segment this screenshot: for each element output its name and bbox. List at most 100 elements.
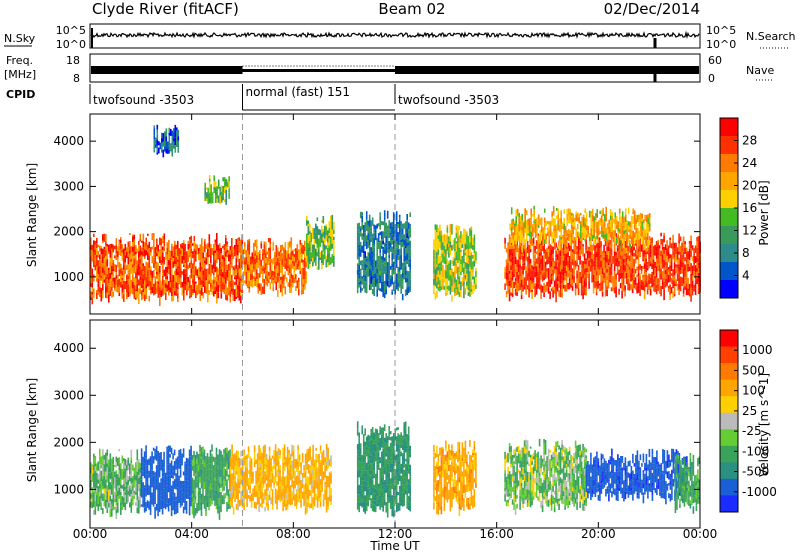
- echo-cell: [371, 288, 374, 295]
- echo-cell: [190, 483, 192, 490]
- echo-cell: [166, 485, 168, 490]
- echo-cell: [532, 237, 535, 244]
- echo-cell: [657, 283, 659, 291]
- echo-cell: [121, 475, 124, 480]
- echo-cell: [382, 249, 384, 254]
- echo-cell: [123, 458, 125, 462]
- echo-cell: [531, 214, 534, 217]
- echo-cell: [684, 257, 686, 262]
- echo-cell: [185, 510, 188, 514]
- echo-cell: [130, 449, 133, 458]
- echo-cell: [559, 279, 562, 285]
- echo-cell: [464, 288, 467, 291]
- echo-cell: [552, 236, 554, 243]
- echo-cell: [240, 261, 242, 270]
- echo-cell: [625, 253, 628, 258]
- echo-cell: [182, 492, 185, 496]
- echo-cell: [177, 271, 179, 276]
- echo-cell: [598, 237, 601, 240]
- echo-cell: [293, 266, 296, 273]
- echo-cell: [532, 248, 535, 253]
- echo-cell: [191, 482, 194, 490]
- echo-cell: [564, 249, 566, 254]
- echo-cell: [259, 250, 261, 254]
- echo-cell: [182, 471, 185, 476]
- echo-cell: [108, 270, 110, 277]
- echo-cell: [103, 471, 106, 476]
- echo-cell: [199, 251, 202, 255]
- echo-cell: [321, 238, 323, 243]
- echo-cell: [201, 279, 203, 285]
- echo-cell: [185, 484, 188, 489]
- echo-cell: [256, 279, 258, 283]
- echo-cell: [516, 231, 519, 240]
- echo-cell: [570, 215, 573, 218]
- echo-cell: [202, 459, 204, 464]
- echo-cell: [694, 289, 697, 296]
- echo-cell: [660, 232, 662, 237]
- echo-cell: [167, 503, 170, 512]
- echo-cell: [172, 471, 174, 476]
- echo-cell: [578, 232, 580, 237]
- echo-cell: [630, 252, 632, 256]
- echo-cell: [160, 495, 162, 500]
- echo-cell: [452, 243, 455, 246]
- echo-cell: [512, 221, 514, 225]
- echo-cell: [358, 282, 360, 285]
- echo-cell: [201, 284, 203, 288]
- echo-cell: [601, 285, 604, 290]
- echo-cell: [443, 256, 446, 264]
- echo-cell: [99, 496, 101, 503]
- echo-cell: [181, 453, 183, 458]
- echo-cell: [667, 285, 670, 289]
- echo-cell: [136, 248, 139, 254]
- echo-cell: [91, 473, 94, 479]
- echo-cell: [392, 224, 395, 231]
- echo-cell: [111, 499, 113, 504]
- echo-cell: [386, 268, 389, 274]
- echo-cell: [280, 284, 282, 293]
- echo-cell: [330, 256, 332, 265]
- echo-cell: [162, 141, 165, 147]
- echo-cell: [648, 253, 650, 260]
- echo-cell: [175, 500, 177, 509]
- echo-cell: [168, 142, 171, 146]
- echo-cell: [472, 245, 474, 250]
- echo-cell: [612, 229, 615, 237]
- echo-cell: [111, 280, 113, 285]
- echo-cell: [628, 255, 631, 262]
- echo-cell: [541, 245, 544, 251]
- echo-cell: [144, 289, 146, 295]
- echo-cell: [280, 280, 282, 285]
- echo-cell: [205, 268, 208, 272]
- echo-cell: [361, 263, 363, 270]
- echo-cell: [96, 492, 98, 496]
- echo-cell: [295, 285, 297, 291]
- echo-cell: [248, 247, 251, 255]
- echo-cell: [170, 488, 173, 493]
- echo-cell: [516, 292, 518, 296]
- echo-cell: [281, 280, 284, 284]
- echo-cell: [123, 484, 125, 491]
- echo-cell: [173, 507, 176, 515]
- echo-cell: [528, 288, 530, 292]
- echo-cell: [472, 288, 474, 294]
- noise-left-label: N.Sky: [4, 32, 36, 45]
- echo-cell: [577, 251, 580, 254]
- echo-cell: [183, 265, 185, 268]
- echo-cell: [248, 239, 251, 241]
- echo-cell: [567, 252, 569, 258]
- echo-cell: [155, 139, 157, 145]
- echo-cell: [163, 476, 165, 484]
- echo-cell: [90, 245, 92, 250]
- echo-cell: [306, 256, 308, 262]
- echo-cell: [642, 243, 645, 251]
- echo-cell: [624, 265, 626, 272]
- echo-cell: [565, 271, 568, 277]
- echo-cell: [644, 232, 646, 237]
- echo-cell: [571, 268, 574, 275]
- echo-cell: [567, 267, 569, 273]
- echo-cell: [199, 469, 201, 477]
- echo-cell: [356, 263, 359, 270]
